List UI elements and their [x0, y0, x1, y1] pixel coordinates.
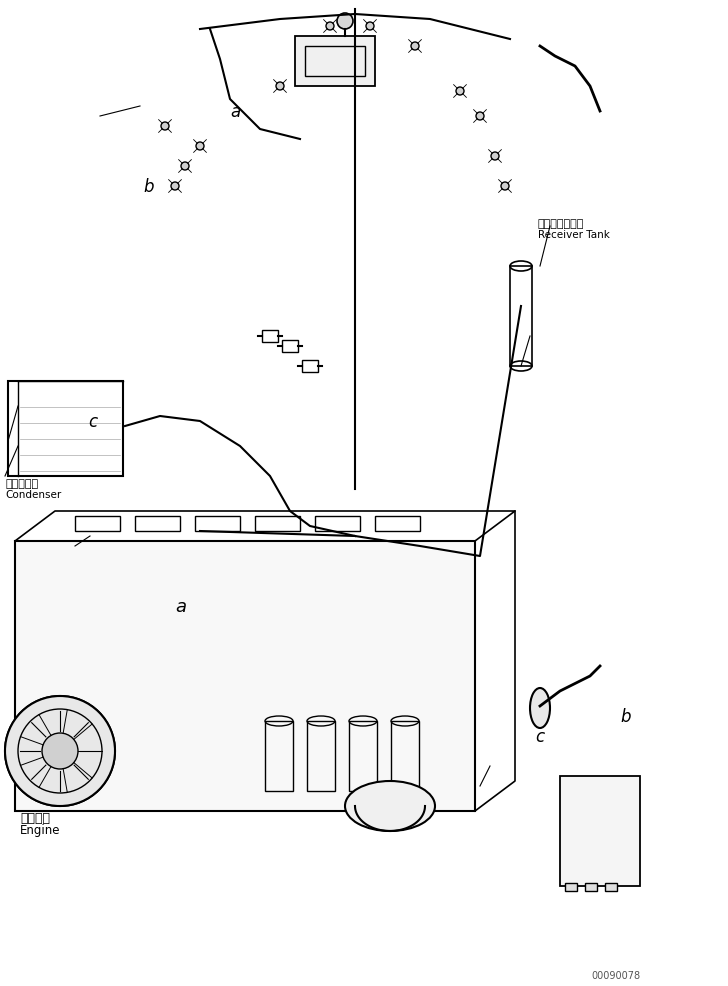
- Circle shape: [42, 734, 78, 769]
- Circle shape: [196, 143, 204, 151]
- Text: Condenser: Condenser: [5, 489, 61, 500]
- Bar: [585, 883, 597, 891]
- Bar: [265, 722, 293, 791]
- Circle shape: [5, 696, 115, 807]
- Bar: [255, 517, 300, 531]
- Bar: [391, 722, 419, 791]
- Bar: [349, 722, 377, 791]
- Circle shape: [171, 182, 179, 191]
- Circle shape: [326, 23, 334, 31]
- Text: Receiver Tank: Receiver Tank: [538, 230, 610, 240]
- Bar: [262, 330, 278, 343]
- Circle shape: [456, 88, 464, 96]
- Text: レシーバタンク: レシーバタンク: [538, 219, 585, 229]
- Circle shape: [337, 14, 353, 30]
- Circle shape: [366, 23, 374, 31]
- Text: コンデンサ: コンデンサ: [5, 478, 38, 488]
- Text: b: b: [143, 177, 154, 196]
- Circle shape: [181, 163, 189, 171]
- Text: 00090078: 00090078: [591, 970, 640, 980]
- Circle shape: [276, 83, 284, 91]
- Bar: [565, 883, 577, 891]
- Text: a: a: [230, 103, 240, 121]
- Bar: [8, 382, 123, 476]
- Bar: [315, 517, 360, 531]
- FancyBboxPatch shape: [15, 541, 475, 811]
- Circle shape: [476, 112, 484, 121]
- Bar: [305, 47, 365, 77]
- Ellipse shape: [345, 781, 435, 831]
- Bar: [295, 36, 375, 87]
- Bar: [307, 722, 335, 791]
- Bar: [560, 776, 640, 886]
- Bar: [605, 883, 617, 891]
- Bar: [302, 361, 318, 373]
- Bar: [375, 517, 420, 531]
- Bar: [282, 340, 298, 353]
- Circle shape: [161, 123, 169, 131]
- Text: a: a: [175, 598, 186, 615]
- Circle shape: [411, 43, 419, 51]
- Text: Engine: Engine: [20, 823, 60, 836]
- Text: c: c: [88, 412, 97, 431]
- Text: エンジン: エンジン: [20, 811, 50, 824]
- Bar: [510, 267, 532, 367]
- Bar: [75, 517, 120, 531]
- Text: c: c: [535, 728, 544, 745]
- Text: b: b: [620, 707, 630, 726]
- Circle shape: [501, 182, 509, 191]
- Bar: [135, 517, 180, 531]
- Ellipse shape: [530, 688, 550, 729]
- Bar: [195, 517, 240, 531]
- Circle shape: [491, 153, 499, 161]
